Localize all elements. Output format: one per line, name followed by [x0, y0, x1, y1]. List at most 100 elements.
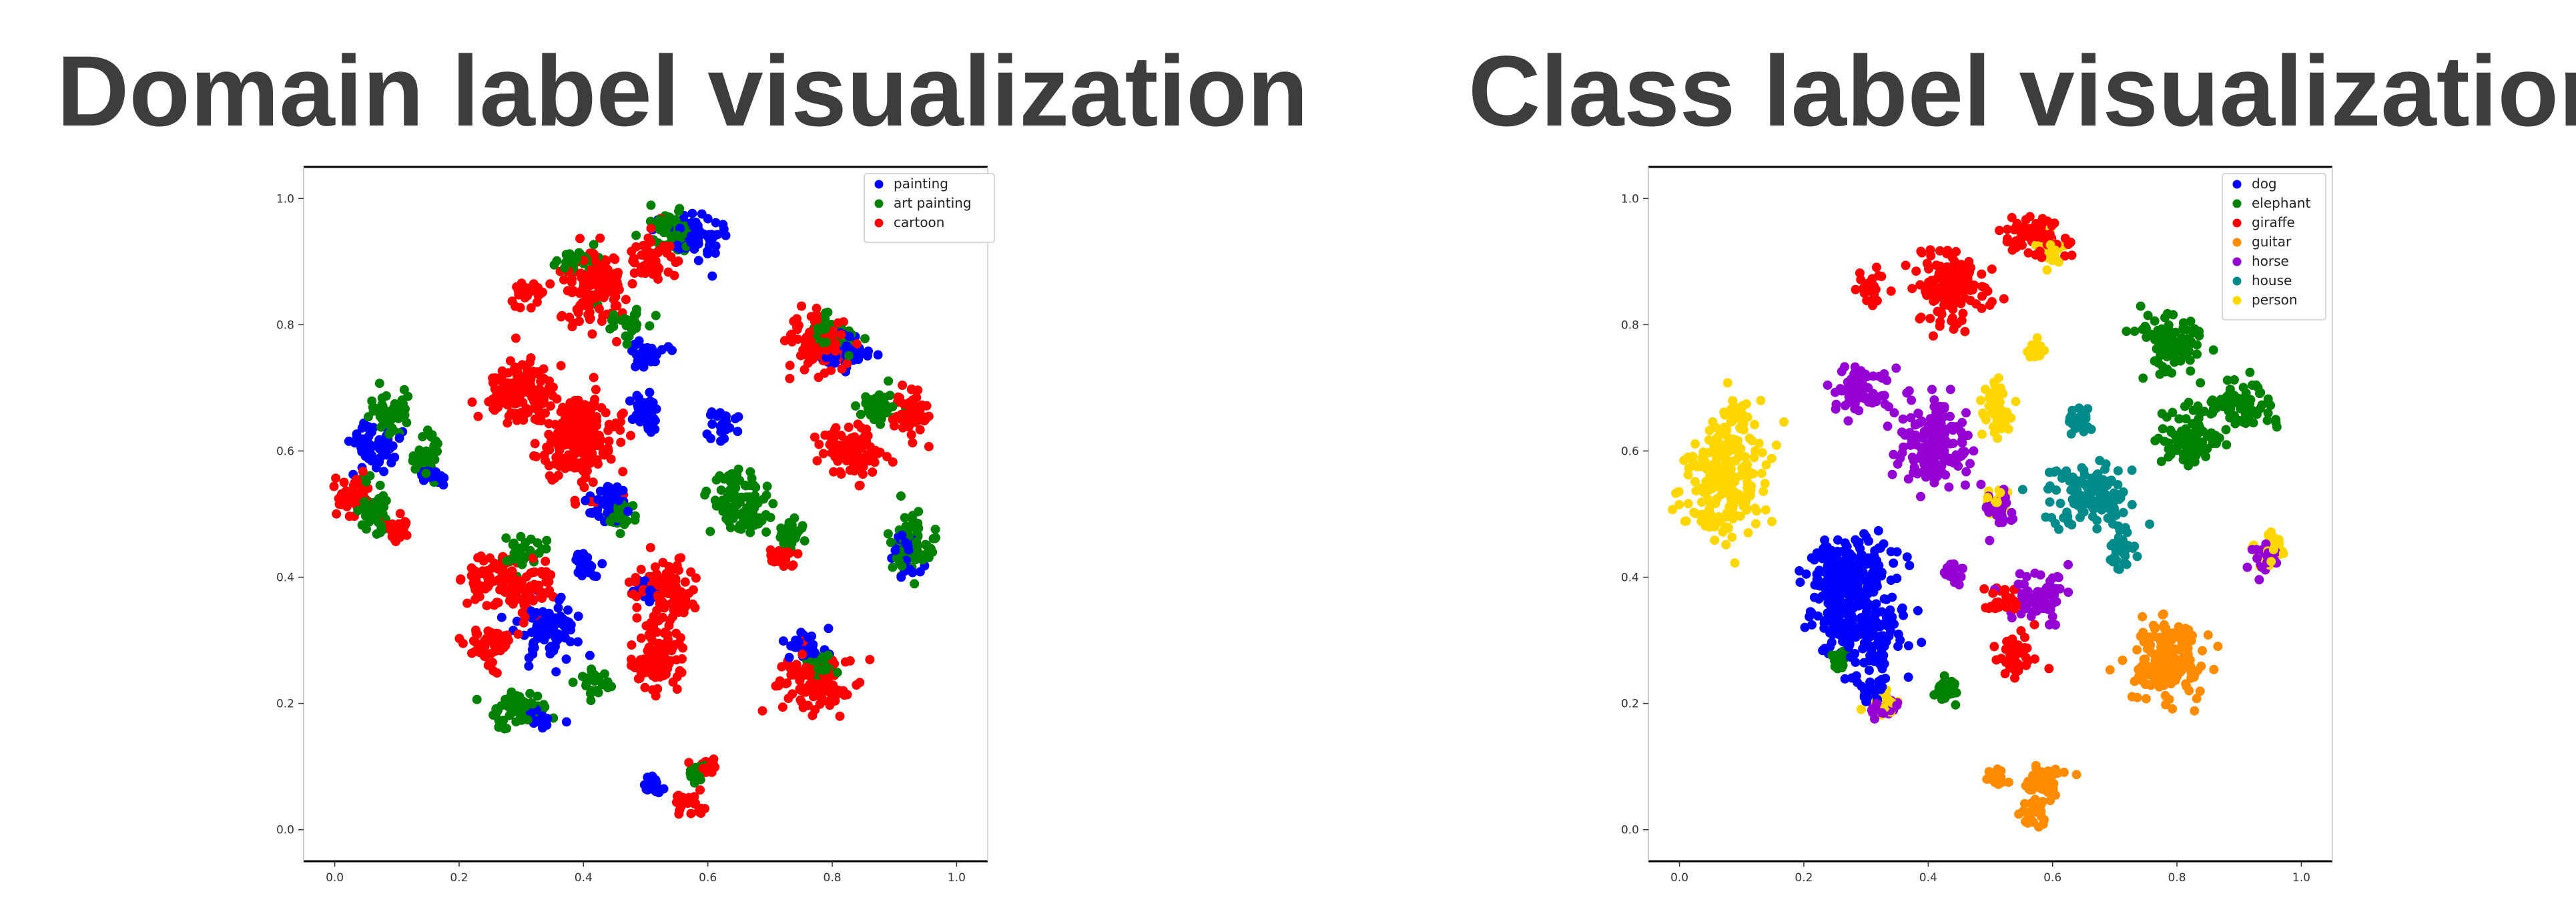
scatter-point — [2184, 461, 2194, 471]
scatter-point — [2122, 527, 2132, 537]
left-panel-title: Domain label visualization — [57, 35, 1309, 147]
y-tick-label: 0.2 — [1621, 698, 1639, 711]
scatter-point — [2041, 512, 2051, 522]
scatter-point — [1873, 526, 1883, 535]
scatter-point — [2118, 507, 2128, 517]
scatter-point — [1887, 469, 1897, 479]
y-tick-label: 0.0 — [276, 824, 294, 837]
scatter-point — [2023, 248, 2033, 258]
scatter-point — [589, 373, 599, 383]
y-tick-label: 1.0 — [276, 192, 294, 206]
scatter-point — [1892, 574, 1902, 584]
scatter-point — [1915, 280, 1925, 290]
scatter-point — [1911, 266, 1921, 276]
scatter-point — [2051, 764, 2060, 774]
scatter-point — [2049, 593, 2059, 602]
scatter-point — [1758, 487, 1768, 497]
scatter-point — [2182, 325, 2192, 335]
scatter-point — [2007, 245, 2017, 255]
scatter-point — [2118, 656, 2128, 665]
right-panel-title: Class label visualization — [1468, 35, 2576, 147]
scatter-point — [1947, 316, 1957, 326]
scatter-point — [1905, 561, 1915, 571]
scatter-point — [1760, 479, 1770, 489]
scatter-point — [2130, 676, 2140, 686]
scatter-point — [1674, 499, 1684, 509]
scatter-point — [1931, 260, 1941, 270]
scatter-point — [1741, 505, 1751, 515]
scatter-point — [2168, 407, 2178, 417]
scatter-point — [1944, 482, 1954, 492]
scatter-point — [418, 432, 428, 441]
scatter-point — [636, 633, 646, 643]
scatter-point — [2168, 704, 2178, 714]
scatter-point — [2063, 559, 2073, 569]
scatter-point — [2105, 665, 2115, 675]
scatter-point — [2183, 650, 2193, 660]
scatter-point — [1800, 622, 1810, 632]
scatter-point — [1710, 535, 1720, 545]
scatter-point — [524, 661, 534, 671]
scatter-point — [2146, 640, 2156, 650]
scatter-point — [1955, 297, 1965, 306]
scatter-point — [1840, 598, 1850, 608]
scatter-point — [2071, 770, 2081, 780]
scatter-point — [2190, 706, 2200, 716]
scatter-point — [1831, 569, 1841, 579]
scatter-point — [2132, 692, 2142, 702]
scatter-point — [2198, 646, 2207, 656]
scatter-point — [1996, 654, 2006, 664]
scatter-point — [1889, 558, 1899, 568]
scatter-point — [1903, 474, 1913, 484]
scatter-point — [1947, 421, 1957, 431]
scatter-point — [896, 491, 906, 501]
scatter-point — [2266, 527, 2276, 537]
scatter-point — [1925, 314, 1935, 324]
scatter-point — [1985, 535, 1995, 545]
scatter-point — [1815, 581, 1825, 591]
scatter-point — [1856, 274, 1866, 284]
scatter-point — [1875, 543, 1885, 553]
scatter-point — [2138, 612, 2148, 622]
scatter-point — [1987, 264, 1997, 274]
scatter-point — [1807, 553, 1817, 563]
scatter-point — [2045, 497, 2055, 507]
scatter-point — [2044, 664, 2054, 674]
scatter-point — [1801, 569, 1811, 579]
scatter-point — [1891, 363, 1901, 373]
scatter-point — [1889, 449, 1899, 459]
scatter-point — [1903, 672, 1913, 682]
scatter-point — [2164, 694, 2174, 704]
scatter-point — [2150, 316, 2160, 326]
scatter-point — [1840, 674, 1850, 684]
scatter-point — [2047, 256, 2057, 265]
scatter-point — [2017, 485, 2027, 495]
scatter-point — [1939, 403, 1949, 413]
scatter-point — [2240, 408, 2250, 418]
scatter-point — [1957, 438, 1967, 448]
scatter-point — [1852, 385, 1862, 395]
scatter-point — [1747, 436, 1757, 446]
scatter-point — [2063, 518, 2073, 528]
scatter-point — [2150, 436, 2160, 446]
scatter-point — [2132, 645, 2142, 655]
scatter-point — [2065, 472, 2075, 482]
scatter-point — [1951, 700, 1961, 710]
scatter-point — [1697, 497, 1706, 507]
scatter-point — [2242, 562, 2252, 572]
scatter-point — [1833, 535, 1843, 545]
scatter-point — [2047, 573, 2057, 583]
y-tick-label: 0.8 — [276, 318, 294, 332]
scatter-point — [1795, 578, 1805, 588]
scatter-point — [1757, 448, 1767, 457]
scatter-point — [1683, 499, 1693, 509]
axes-frame — [303, 166, 988, 863]
scatter-point — [2011, 397, 2021, 407]
y-tick-label: 0.4 — [276, 572, 294, 585]
scatter-point — [1944, 687, 1954, 697]
y-tick-label: 0.8 — [1621, 318, 1639, 332]
scatter-point — [1736, 471, 1746, 481]
scatter-point — [1779, 417, 1789, 427]
scatter-point — [2007, 613, 2017, 623]
scatter-point — [2043, 216, 2052, 226]
